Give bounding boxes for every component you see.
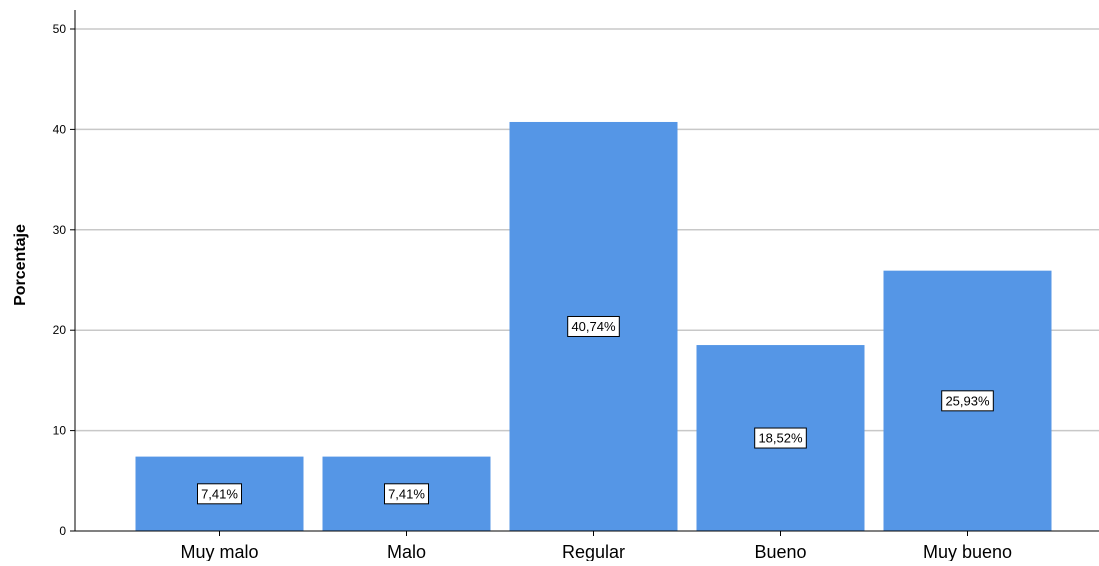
- y-tick-label: 40: [53, 122, 67, 136]
- x-tick-label: Bueno: [754, 542, 806, 561]
- y-tick-label: 50: [53, 22, 67, 36]
- y-tick-label: 10: [53, 424, 67, 438]
- data-label-text: 18,52%: [758, 431, 803, 446]
- x-tick-label: Malo: [387, 542, 426, 561]
- data-label-box: [384, 483, 429, 505]
- data-label: 18,52%: [754, 427, 807, 449]
- x-tick-label: Muy bueno: [923, 542, 1012, 561]
- data-label-text: 7,41%: [201, 486, 238, 501]
- data-labels: 7,41% 7,41% 40,74% 18,52% 25,93%: [197, 315, 994, 505]
- data-label-box: [197, 483, 242, 505]
- y-tick-label: 20: [53, 323, 67, 337]
- y-ticks: 0 10 20 30 40 50: [53, 22, 75, 538]
- x-tick-label: Muy malo: [180, 542, 258, 561]
- y-tick-label: 30: [53, 223, 67, 237]
- data-label: 25,93%: [941, 390, 994, 412]
- data-label-text: 7,41%: [388, 486, 425, 501]
- data-label-text: 40,74%: [571, 319, 616, 334]
- data-label: 7,41%: [197, 483, 242, 505]
- data-label: 40,74%: [567, 315, 620, 337]
- data-label-text: 25,93%: [945, 393, 990, 408]
- x-tick-label: Regular: [562, 542, 625, 561]
- data-label-box: [941, 390, 994, 412]
- axes: [74, 10, 1099, 532]
- data-label-box: [754, 427, 807, 449]
- data-label-box: [567, 315, 620, 337]
- y-tick-label: 0: [59, 524, 66, 538]
- data-label: 7,41%: [384, 483, 429, 505]
- x-ticks: Muy malo Malo Regular Bueno Muy bueno: [180, 531, 1012, 562]
- y-axis-label: Porcentaje: [12, 224, 29, 306]
